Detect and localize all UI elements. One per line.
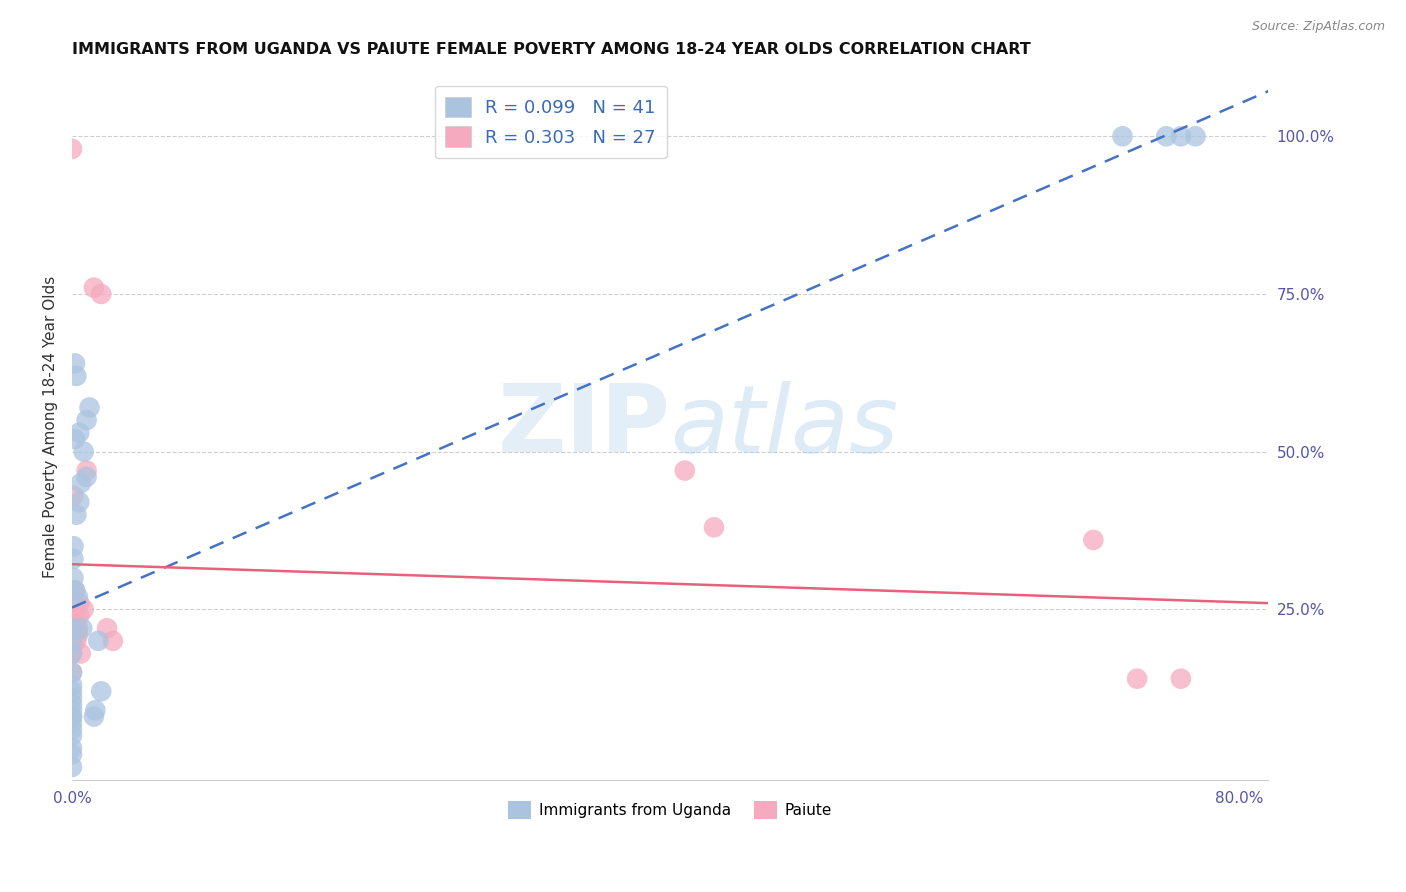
Point	[66, 590, 89, 604]
Point	[66, 621, 89, 635]
Point	[60, 747, 83, 762]
Point	[67, 596, 90, 610]
Point	[60, 678, 83, 692]
Point	[60, 722, 83, 736]
Point	[62, 539, 84, 553]
Point	[63, 583, 86, 598]
Point	[60, 709, 83, 723]
Point	[62, 489, 84, 503]
Point	[673, 464, 696, 478]
Point	[87, 633, 110, 648]
Point	[62, 552, 84, 566]
Point	[76, 413, 98, 427]
Point	[60, 621, 83, 635]
Point	[60, 760, 83, 774]
Text: Source: ZipAtlas.com: Source: ZipAtlas.com	[1251, 20, 1385, 33]
Point	[703, 520, 725, 534]
Point	[60, 690, 83, 705]
Point	[60, 709, 83, 723]
Point	[83, 709, 105, 723]
Point	[1111, 129, 1133, 144]
Point	[66, 627, 89, 641]
Point	[69, 647, 91, 661]
Point	[67, 495, 90, 509]
Point	[73, 602, 96, 616]
Point	[60, 665, 83, 680]
Y-axis label: Female Poverty Among 18-24 Year Olds: Female Poverty Among 18-24 Year Olds	[44, 276, 58, 577]
Point	[60, 633, 83, 648]
Point	[79, 401, 101, 415]
Point	[69, 476, 91, 491]
Point	[1156, 129, 1178, 144]
Point	[96, 621, 118, 635]
Point	[67, 608, 90, 623]
Text: IMMIGRANTS FROM UGANDA VS PAIUTE FEMALE POVERTY AMONG 18-24 YEAR OLDS CORRELATIO: IMMIGRANTS FROM UGANDA VS PAIUTE FEMALE …	[72, 42, 1031, 57]
Point	[62, 571, 84, 585]
Point	[63, 356, 86, 370]
Point	[60, 741, 83, 756]
Point	[60, 697, 83, 711]
Point	[1170, 672, 1192, 686]
Point	[76, 470, 98, 484]
Point	[60, 665, 83, 680]
Point	[63, 583, 86, 598]
Text: atlas: atlas	[671, 381, 898, 472]
Point	[1184, 129, 1206, 144]
Point	[60, 142, 83, 156]
Legend: Immigrants from Uganda, Paiute: Immigrants from Uganda, Paiute	[502, 795, 838, 825]
Point	[90, 684, 112, 698]
Point	[63, 608, 86, 623]
Point	[1170, 129, 1192, 144]
Point	[67, 425, 90, 440]
Point	[65, 368, 87, 383]
Point	[65, 621, 87, 635]
Point	[63, 432, 86, 446]
Point	[73, 444, 96, 458]
Text: ZIP: ZIP	[498, 380, 671, 473]
Point	[84, 703, 107, 717]
Point	[65, 508, 87, 522]
Point	[76, 464, 98, 478]
Point	[1083, 533, 1105, 547]
Point	[70, 621, 93, 635]
Point	[1126, 672, 1149, 686]
Point	[60, 715, 83, 730]
Point	[60, 633, 83, 648]
Point	[101, 633, 124, 648]
Point	[62, 615, 84, 629]
Point	[60, 729, 83, 743]
Point	[60, 684, 83, 698]
Point	[83, 280, 105, 294]
Point	[90, 287, 112, 301]
Point	[65, 633, 87, 648]
Point	[60, 647, 83, 661]
Point	[60, 647, 83, 661]
Point	[60, 703, 83, 717]
